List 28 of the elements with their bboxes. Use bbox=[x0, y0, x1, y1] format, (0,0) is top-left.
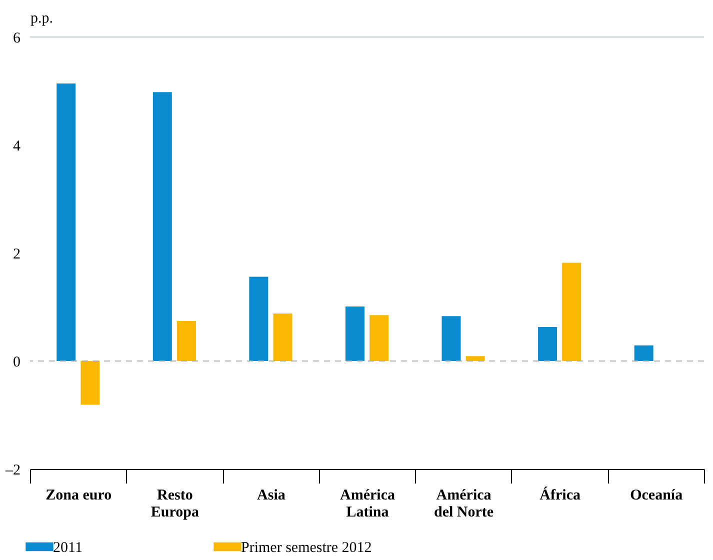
bar bbox=[273, 313, 292, 361]
y-tick-label: 2 bbox=[13, 246, 20, 262]
y-tick-label: –2 bbox=[4, 462, 20, 478]
bar bbox=[345, 306, 364, 361]
x-tick-label: América del Norte bbox=[434, 488, 494, 520]
bar bbox=[80, 361, 100, 405]
bar bbox=[466, 356, 485, 361]
bar bbox=[176, 321, 196, 361]
y-tick-label: 6 bbox=[13, 30, 21, 46]
bar bbox=[249, 276, 268, 361]
bar bbox=[442, 316, 461, 361]
bar bbox=[634, 345, 654, 361]
bar bbox=[370, 315, 389, 361]
x-tick-label: Resto Europa bbox=[150, 488, 200, 520]
bar bbox=[562, 262, 582, 361]
x-tick-label: Oceanía bbox=[630, 488, 684, 504]
y-axis-title: p.p. bbox=[30, 10, 53, 26]
legend-label: Primer semestre 2012 bbox=[241, 540, 372, 556]
y-tick-label: 0 bbox=[13, 354, 20, 370]
y-tick-label: 4 bbox=[13, 138, 21, 154]
bar bbox=[152, 92, 172, 361]
bar bbox=[538, 326, 558, 361]
x-tick-label: Zona euro bbox=[46, 488, 112, 504]
x-tick-label: África bbox=[540, 486, 581, 504]
legend-label: 2011 bbox=[53, 540, 82, 556]
bar bbox=[56, 83, 76, 361]
x-tick-label: Asia bbox=[257, 488, 286, 504]
x-tick-label: América Latina bbox=[340, 488, 396, 520]
